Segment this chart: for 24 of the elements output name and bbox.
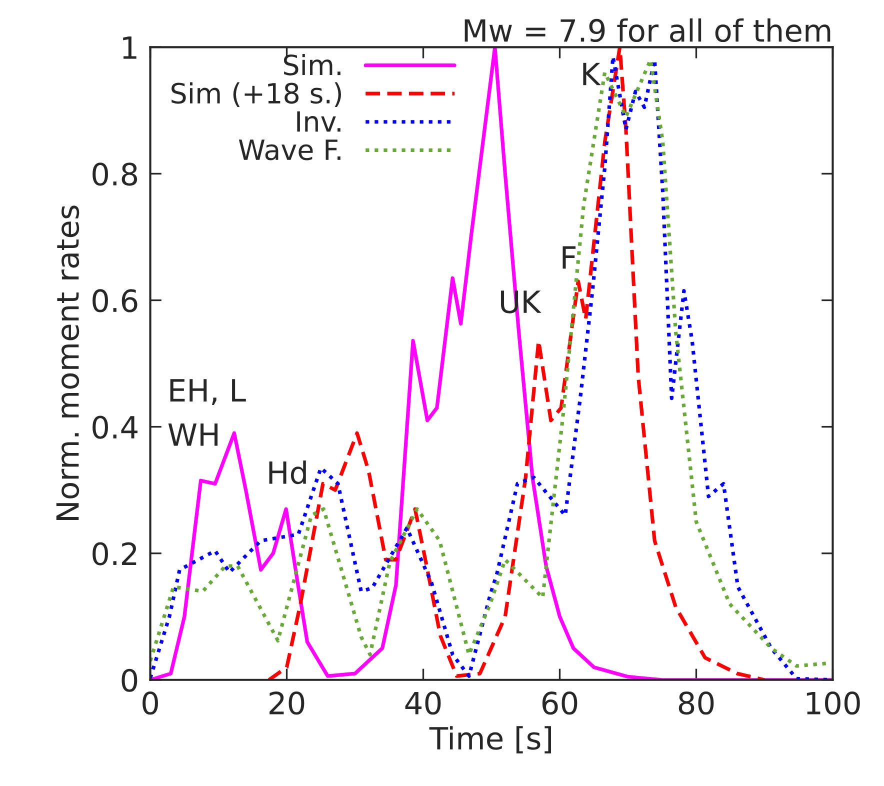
legend-label: Inv. (297, 111, 340, 132)
annotation: F (562, 246, 576, 269)
x-tick-label: 0 (142, 692, 158, 715)
y-tick-label: 0 (122, 668, 138, 692)
annotation: Hd (269, 460, 306, 484)
legend-label: Sim. (284, 54, 340, 76)
y-tick-label: 1 (123, 36, 136, 59)
x-tick-label: 60 (542, 692, 578, 715)
x-tick-label: 80 (678, 692, 714, 715)
x-tick-label: 100 (806, 692, 860, 715)
legend-label: Sim (+18 s.) (172, 82, 342, 107)
y-axis-title: Norm. moment rates (56, 206, 80, 520)
annotation: K (583, 62, 601, 86)
annotation: WH (168, 423, 218, 446)
annotation: EH, L (170, 379, 246, 406)
x-axis-title: Time [s] (429, 726, 551, 754)
legend-label: Wave F. (238, 140, 340, 160)
y-tick-label: 0.2 (92, 542, 136, 566)
chart-title: Mw = 7.9 for all of them (464, 18, 830, 42)
y-tick-label: 0.8 (92, 162, 138, 186)
x-tick-label: 20 (270, 692, 304, 715)
y-tick-label: 0.6 (92, 289, 138, 312)
y-tick-label: 0.4 (92, 416, 138, 439)
x-tick-label: 40 (405, 692, 441, 715)
